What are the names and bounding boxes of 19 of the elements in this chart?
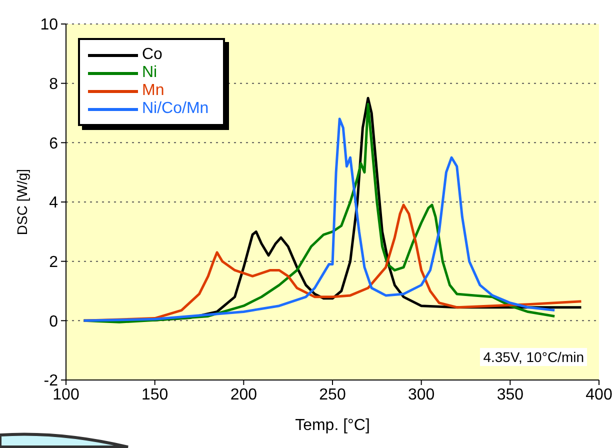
x-tick-label: 350 xyxy=(496,386,524,404)
y-axis-title: DSC [W/g] xyxy=(14,168,30,236)
x-tick-label: 300 xyxy=(408,386,435,404)
y-tick-label: 8 xyxy=(49,76,58,94)
x-tick-label: 250 xyxy=(319,386,346,404)
y-tick-label: 2 xyxy=(49,254,58,272)
legend-label: Ni xyxy=(142,64,158,82)
x-tick-label: 150 xyxy=(141,386,168,404)
legend-label: Ni/Co/Mn xyxy=(142,100,209,118)
legend-label: Mn xyxy=(142,82,164,100)
x-tick-label: 400 xyxy=(586,386,612,404)
y-tick-label: 10 xyxy=(40,16,58,34)
annotation: 4.35V, 10°C/min xyxy=(480,348,587,366)
legend-label: Co xyxy=(142,46,162,64)
x-axis-title: Temp. [°C] xyxy=(295,417,370,434)
y-tick-label: 0 xyxy=(49,313,58,330)
x-tick-label: 200 xyxy=(230,386,258,404)
y-tick-label: 6 xyxy=(49,135,58,152)
y-tick-label: 4 xyxy=(49,194,58,212)
